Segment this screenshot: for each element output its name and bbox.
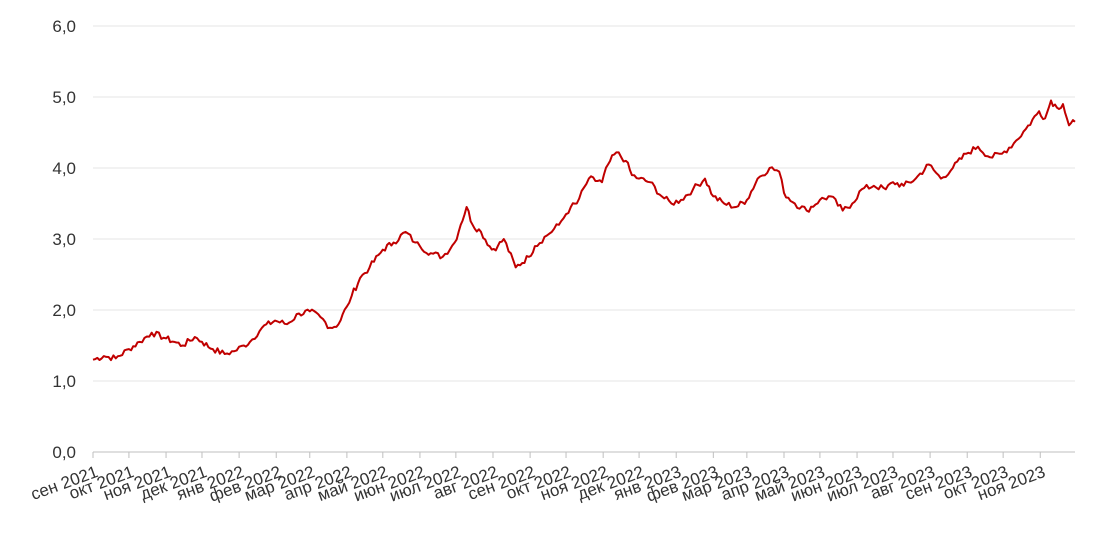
y-tick-label: 3,0 — [52, 230, 76, 249]
y-tick-label: 6,0 — [52, 17, 76, 36]
y-tick-label: 5,0 — [52, 88, 76, 107]
gridlines — [93, 25, 1075, 382]
series-line-0 — [92, 99, 1076, 362]
y-axis: 0,0 1,0 2,0 3,0 4,0 5,0 6,0 — [52, 17, 76, 462]
series-layer — [92, 99, 1076, 362]
y-tick-label: 0,0 — [52, 443, 76, 462]
y-tick-label: 4,0 — [52, 159, 76, 178]
y-tick-label: 1,0 — [52, 372, 76, 391]
y-tick-label: 2,0 — [52, 301, 76, 320]
